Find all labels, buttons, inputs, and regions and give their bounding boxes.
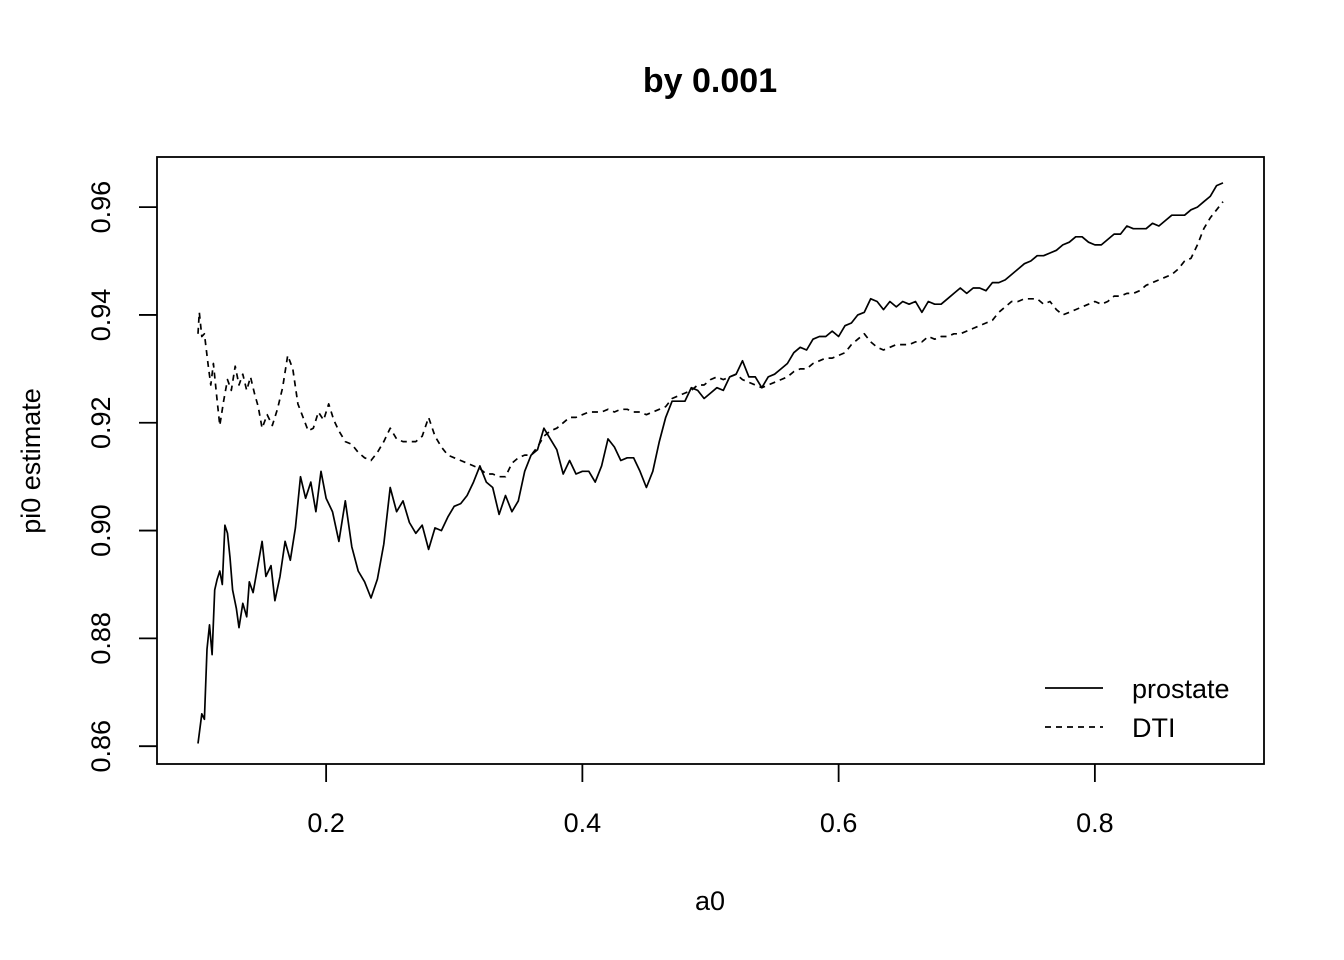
y-axis: 0.86 0.88 0.90 0.92 0.94 0.96 [86,181,157,773]
legend-label-dti: DTI [1132,713,1176,743]
x-tick-label: 0.4 [564,808,602,838]
chart-title: by 0.001 [643,62,777,100]
y-tick-label: 0.96 [86,181,116,234]
y-tick-label: 0.92 [86,396,116,449]
y-tick-label: 0.86 [86,720,116,773]
y-tick-label: 0.90 [86,504,116,557]
x-tick-label: 0.6 [820,808,858,838]
x-tick-label: 0.2 [307,808,345,838]
series-layer [197,182,1224,744]
series-line-dti [197,201,1224,478]
x-tick-label: 0.8 [1076,808,1114,838]
series-line-prostate [197,182,1224,744]
legend-label-prostate: prostate [1132,674,1230,704]
y-tick-label: 0.94 [86,289,116,342]
legend: prostate DTI [1045,674,1230,743]
x-axis-label: a0 [695,886,725,916]
x-axis: 0.2 0.4 0.6 0.8 [307,764,1114,838]
y-axis-label: pi0 estimate [16,388,46,534]
y-tick-label: 0.88 [86,612,116,665]
plot-area-frame [156,156,1265,765]
